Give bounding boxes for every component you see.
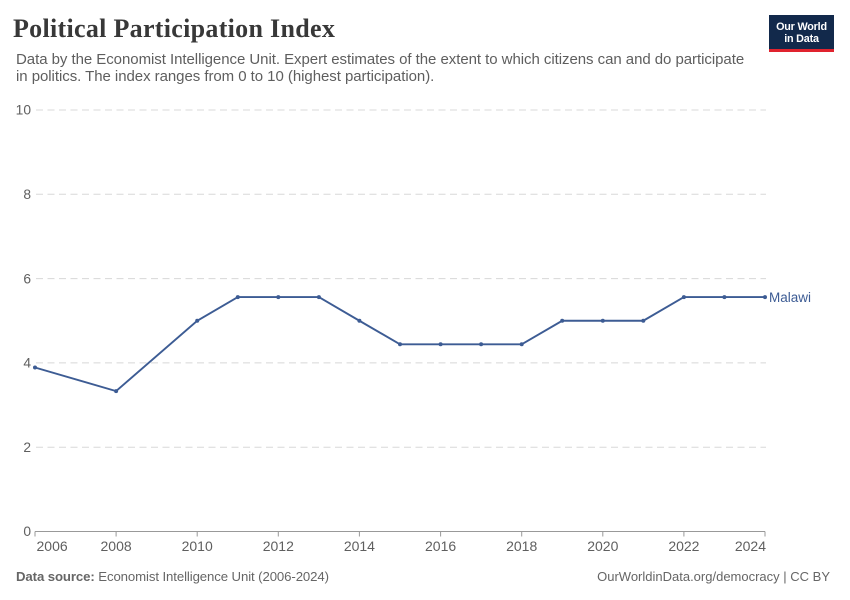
svg-text:2018: 2018 bbox=[506, 538, 537, 554]
svg-text:2020: 2020 bbox=[587, 538, 618, 554]
svg-text:0: 0 bbox=[23, 524, 31, 539]
svg-text:2022: 2022 bbox=[668, 538, 699, 554]
svg-text:2: 2 bbox=[23, 440, 31, 455]
svg-text:4: 4 bbox=[23, 356, 31, 371]
svg-text:6: 6 bbox=[23, 271, 31, 286]
svg-text:2024: 2024 bbox=[735, 538, 766, 554]
svg-text:2014: 2014 bbox=[344, 538, 375, 554]
svg-text:2006: 2006 bbox=[37, 538, 68, 554]
svg-text:2016: 2016 bbox=[425, 538, 456, 554]
svg-text:2012: 2012 bbox=[263, 538, 294, 554]
svg-text:2010: 2010 bbox=[182, 538, 213, 554]
svg-text:Malawi: Malawi bbox=[769, 290, 811, 305]
svg-text:10: 10 bbox=[16, 103, 32, 118]
svg-text:8: 8 bbox=[23, 187, 31, 202]
svg-text:2008: 2008 bbox=[101, 538, 132, 554]
